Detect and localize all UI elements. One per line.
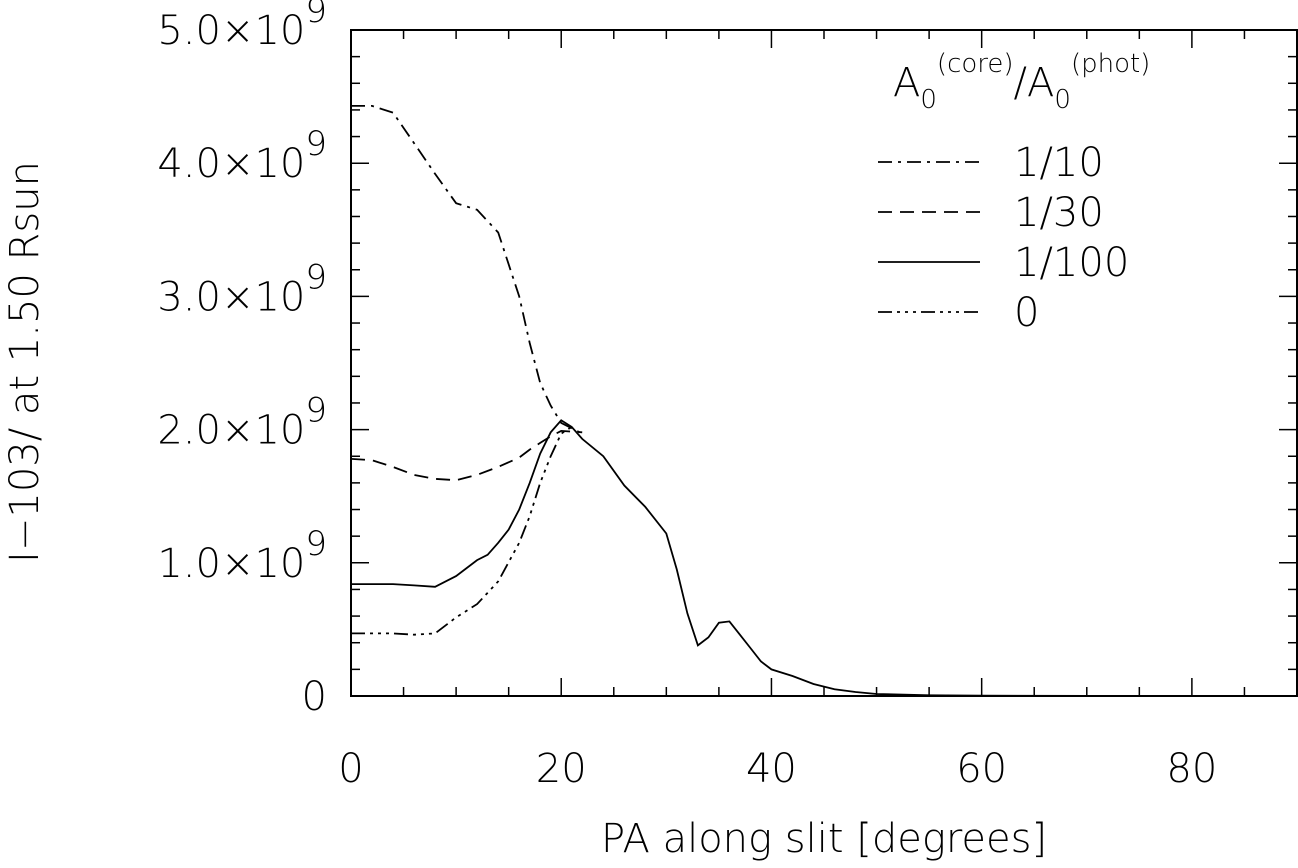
x-tick-label: 20: [536, 746, 587, 792]
y-tick-label: 3.0×109: [157, 257, 327, 320]
legend-label: 1/10: [1014, 140, 1104, 186]
x-tick-label: 40: [746, 746, 797, 792]
x-axis: 0 20 40 60 80: [338, 30, 1298, 792]
series-layer: [350, 105, 1140, 697]
y-axis: 0 1.0×109 2.0×109 3.0×109 4.0×109 5.0×109: [157, 0, 1297, 720]
x-tick-label: 80: [1166, 746, 1217, 792]
legend-title: A0(core)/A0(phot): [893, 49, 1150, 115]
y-tick-label: 5.0×109: [157, 0, 327, 54]
y-tick-label: 4.0×109: [157, 124, 327, 187]
legend-label: 1/100: [1014, 240, 1129, 286]
series-line: [351, 426, 573, 636]
x-axis-title: PA along slit [degrees]: [601, 816, 1047, 862]
series-line: [351, 419, 1140, 697]
x-tick-label: 0: [338, 746, 363, 792]
legend-label: 0: [1014, 290, 1039, 336]
y-tick-label: 2.0×109: [157, 391, 327, 454]
x-tick-label: 60: [956, 746, 1007, 792]
y-axis-title: I−103/ at 1.50 Rsun: [2, 161, 48, 563]
legend-label: 1/30: [1014, 190, 1104, 236]
y-tick-label: 0: [302, 674, 327, 720]
series-line: [351, 105, 583, 435]
y-tick-label: 1.0×109: [157, 524, 327, 587]
plot-frame: [350, 29, 1298, 697]
